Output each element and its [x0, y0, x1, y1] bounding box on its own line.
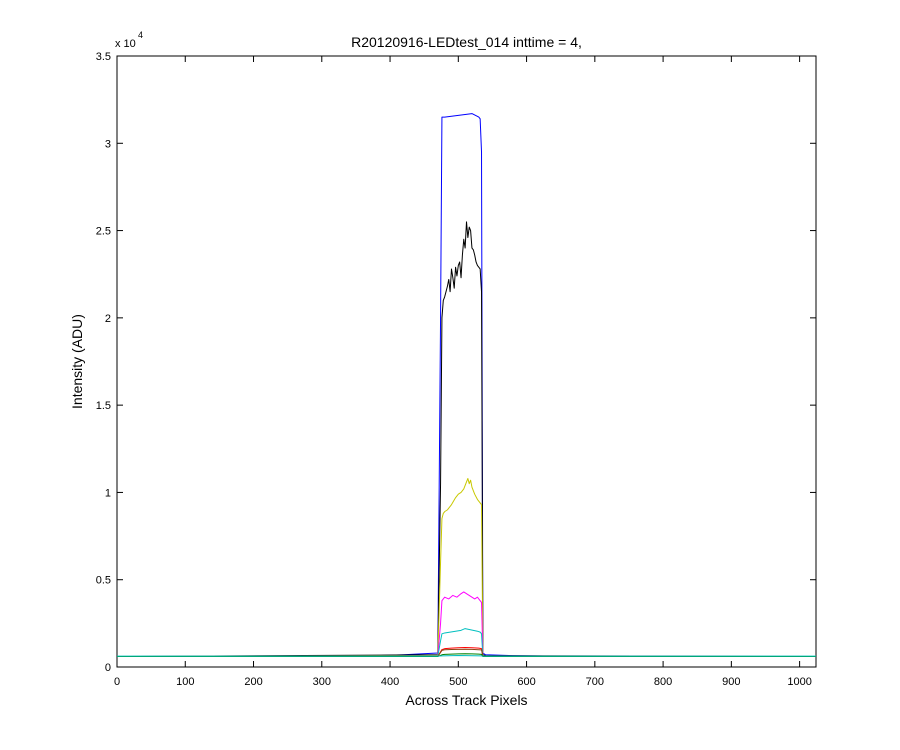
y-exponent-base: x 10: [115, 38, 136, 50]
series-line-3: [116, 591, 817, 658]
plot-area: [116, 55, 817, 668]
series-line-4: [116, 628, 817, 658]
series-line-1: [116, 221, 817, 658]
y-tick-label: 3: [105, 138, 111, 150]
x-tick-label: 0: [114, 676, 120, 688]
x-tick-label: 700: [586, 676, 604, 688]
x-axis-label: Across Track Pixels: [405, 692, 527, 708]
x-tick-label: 200: [244, 676, 262, 688]
y-exponent-power: 4: [138, 30, 143, 40]
y-tick-label: 2.5: [96, 226, 111, 238]
y-tick-label: 3.5: [96, 51, 111, 63]
series-line-2: [116, 477, 817, 658]
x-tick-label: 500: [449, 676, 467, 688]
y-tick-label: 1: [105, 487, 111, 499]
x-tick-label: 1000: [787, 676, 811, 688]
y-tick-label: 0: [105, 662, 111, 674]
chart-title: R20120916-LEDtest_014 inttime = 4,: [351, 34, 582, 50]
y-tick-label: 2: [105, 313, 111, 325]
x-tick-label: 900: [722, 676, 740, 688]
x-tick-label: 100: [176, 676, 194, 688]
y-axis-label: Intensity (ADU): [69, 314, 85, 409]
x-tick-label: 800: [654, 676, 672, 688]
x-tick-label: 600: [517, 676, 535, 688]
series-line-8: [117, 654, 816, 657]
x-tick-label: 400: [381, 676, 399, 688]
y-tick-label: 0.5: [96, 575, 111, 587]
x-tick-label: 300: [313, 676, 331, 688]
y-tick-label: 1.5: [96, 400, 111, 412]
